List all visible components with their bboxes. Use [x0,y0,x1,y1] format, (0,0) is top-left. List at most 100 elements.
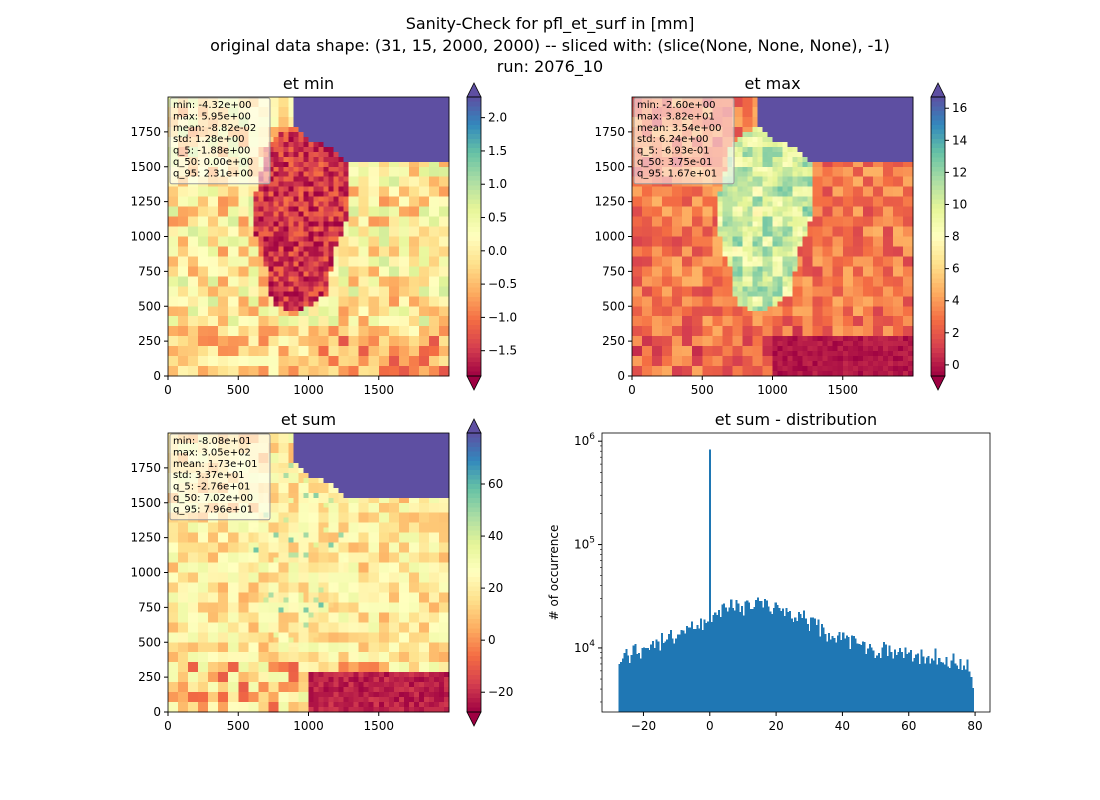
heatmap-cell [438,181,445,188]
heatmap-cell [677,261,683,267]
heatmap-cell [662,246,668,253]
heatmap-cell [737,296,743,302]
heatmap-cell [707,301,713,307]
heatmap-cell [697,206,703,213]
heatmap-cell [757,316,764,322]
heatmap-cell [273,111,279,118]
heatmap-cell [383,97,390,103]
heatmap-cell [383,286,390,292]
heatmap-cell [378,296,385,302]
heatmap-cell [782,97,789,103]
heatmap-cell [283,241,290,248]
heatmap-cell [313,166,320,173]
heatmap-cell [782,261,789,267]
colorbar-segment [467,148,481,154]
heatmap-cell [782,271,789,277]
heatmap-cell [652,346,658,352]
heatmap-cell [757,336,764,342]
heatmap-cell [398,211,405,218]
heatmap-cell [278,251,285,258]
heatmap-cell [338,216,345,223]
heatmap-cell [188,256,194,263]
heatmap-cell [692,266,698,272]
heatmap-cell [313,246,320,253]
heatmap-cell [423,131,430,138]
heatmap-cell [383,101,390,108]
heatmap-cell [782,371,789,377]
heatmap-cell [702,201,708,208]
heatmap-cell [433,121,440,128]
heatmap-cell [238,216,244,223]
heatmap-cell [318,241,325,248]
heatmap-cell [363,156,370,163]
heatmap-cell [737,106,743,113]
heatmap-cell [268,281,274,287]
heatmap-cell [258,276,264,282]
heatmap-cell [662,221,668,228]
heatmap-cell [233,351,239,357]
heatmap-cell [757,261,764,267]
heatmap-cell [293,246,300,253]
heatmap-cell [303,196,310,203]
heatmap-cell [782,356,789,362]
heatmap-cell [243,251,249,258]
heatmap-cell [348,101,355,108]
heatmap-cell [438,281,445,287]
heatmap-cell [333,266,340,272]
heatmap-cell [258,216,264,223]
heatmap-cell [268,196,274,203]
heatmap-cell [757,97,764,103]
heatmap-cell [413,356,420,362]
heatmap-cell [712,266,718,272]
heatmap-cell [672,291,678,297]
heatmap-cell [383,251,390,258]
heatmap-cell [208,251,214,258]
heatmap-cell [298,211,305,218]
heatmap-cell [672,251,678,258]
heatmap-cell [243,266,249,272]
heatmap-cell [268,236,274,243]
heatmap-cell [747,266,754,272]
heatmap-cell [727,191,733,198]
heatmap-cell [293,261,300,267]
heatmap-cell [273,211,279,218]
heatmap-cell [682,296,688,302]
heatmap-cell [283,301,290,307]
heatmap-cell [732,326,738,332]
heatmap-cell [757,291,764,297]
heatmap-cell [343,176,350,183]
heatmap-cell [253,231,259,238]
heatmap-cell [438,336,445,342]
heatmap-cell [313,326,320,332]
heatmap-cell [318,351,325,357]
heatmap-cell [188,261,194,267]
heatmap-cell [662,366,668,372]
heatmap-cell [248,281,254,287]
heatmap-cell [418,186,425,193]
heatmap-cell [697,346,703,352]
heatmap-cell [642,211,648,218]
heatmap-cell [762,116,769,123]
heatmap-cell [697,326,703,332]
heatmap-cell [767,296,774,302]
heatmap-cell [672,256,678,263]
heatmap-cell [782,281,789,287]
heatmap-cell [183,186,189,193]
heatmap-cell [288,356,295,362]
heatmap-cell [323,281,330,287]
heatmap-cell [178,366,184,372]
heatmap-cell [732,101,738,108]
heatmap-cell [378,326,385,332]
heatmap-cell [672,261,678,267]
heatmap-cell [388,131,395,138]
heatmap-cell [438,231,445,238]
heatmap-cell [418,206,425,213]
heatmap-cell [228,211,234,218]
heatmap-cell [393,166,400,173]
colorbar-segment [467,217,481,224]
heatmap-cell [243,296,249,302]
heatmap-cell [722,281,728,287]
heatmap-cell [722,366,728,372]
heatmap-cell [293,161,300,168]
heatmap-cell [188,246,194,253]
